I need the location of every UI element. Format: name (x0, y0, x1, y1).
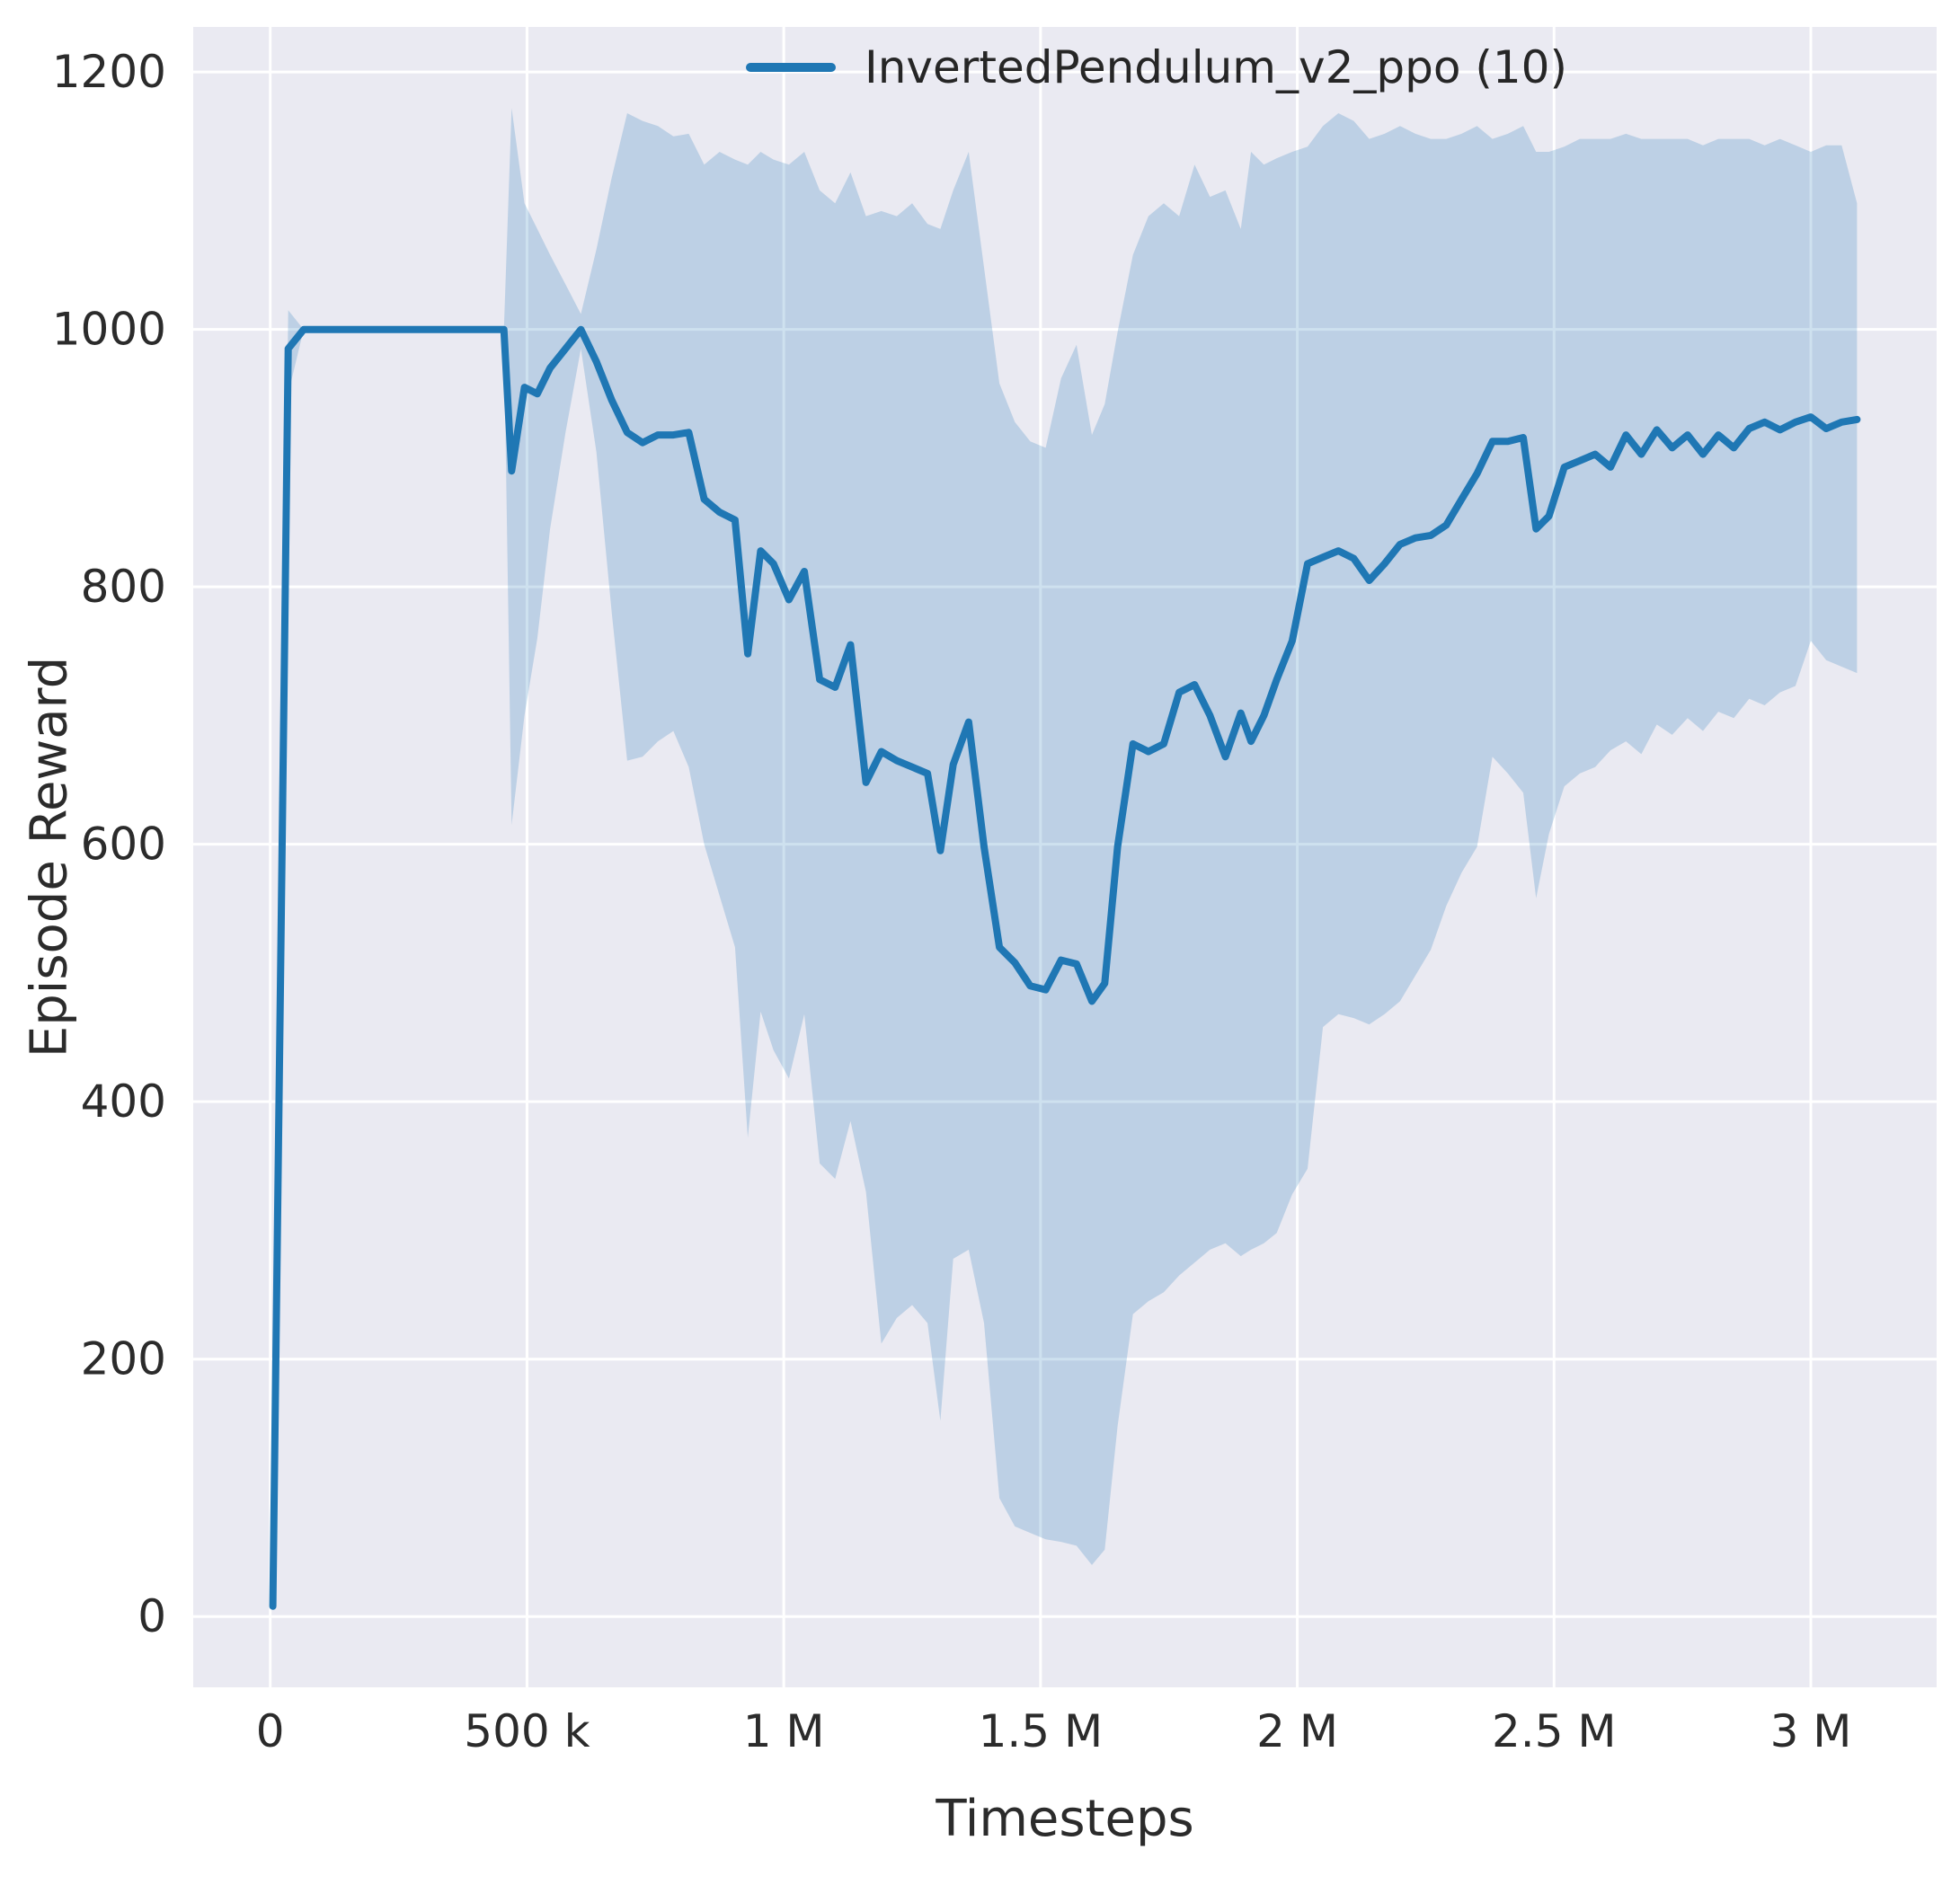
y-tick-label: 0 (137, 1590, 166, 1642)
y-tick-label: 400 (81, 1075, 166, 1128)
x-tick-label: 2 M (1256, 1705, 1338, 1757)
x-tick-label: 2.5 M (1492, 1705, 1617, 1757)
plot-area (193, 27, 1937, 1687)
y-axis-label: Episode Reward (20, 656, 79, 1058)
y-tick-label: 800 (81, 561, 166, 613)
y-tick-label: 600 (81, 819, 166, 871)
legend: InvertedPendulum_v2_ppo (10) (746, 41, 1567, 93)
y-tick-label: 200 (81, 1333, 166, 1385)
x-tick-label: 3 M (1770, 1705, 1852, 1757)
x-tick-label: 500 k (464, 1705, 590, 1757)
confidence-band (272, 108, 1858, 1610)
legend-line-swatch (746, 63, 836, 72)
legend-label: InvertedPendulum_v2_ppo (10) (865, 41, 1567, 93)
y-tick-label: 1000 (52, 304, 166, 356)
y-tick-label: 1200 (52, 46, 166, 98)
mean-line (269, 325, 1861, 1610)
x-tick-label: 1.5 M (979, 1705, 1104, 1757)
x-axis-label: Timesteps (936, 1790, 1194, 1848)
x-tick-label: 1 M (743, 1705, 825, 1757)
x-tick-label: 0 (256, 1705, 285, 1757)
